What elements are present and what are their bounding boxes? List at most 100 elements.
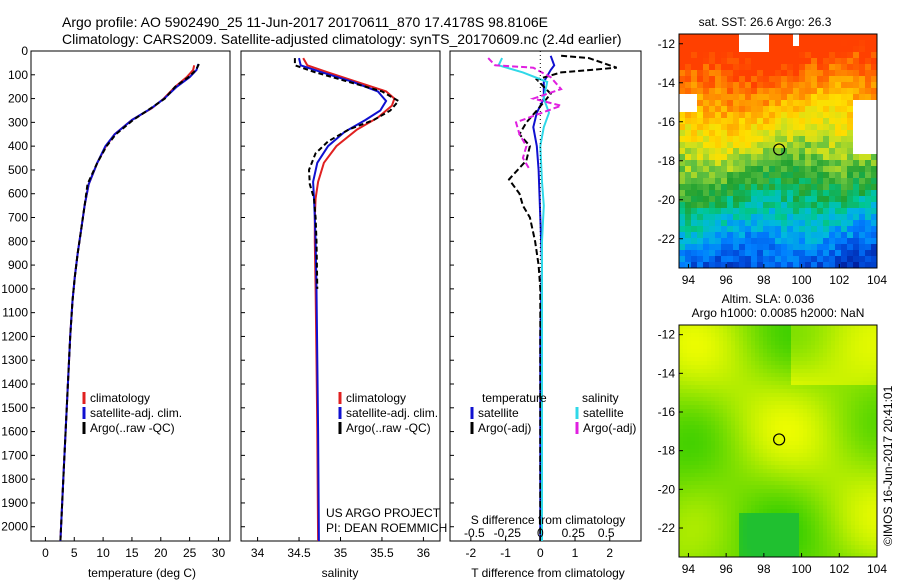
heatmap-cell <box>835 517 839 521</box>
heatmap-cell <box>859 469 863 473</box>
heatmap-cell <box>871 413 875 417</box>
heatmap-cell <box>867 473 871 477</box>
heatmap-cell <box>751 429 755 433</box>
heatmap-cell <box>807 413 811 417</box>
heatmap-cell <box>865 214 871 220</box>
heatmap-cell <box>811 250 817 256</box>
heatmap-cell <box>795 509 799 513</box>
heatmap-cell <box>759 357 763 361</box>
heatmap-cell <box>799 106 805 112</box>
heatmap-cell <box>743 457 747 461</box>
heatmap-cell <box>815 425 819 429</box>
heatmap-cell <box>751 220 757 226</box>
heatmap-cell <box>839 481 843 485</box>
heatmap-cell <box>791 365 795 369</box>
heatmap-cell <box>803 333 807 337</box>
heatmap-cell <box>795 365 799 369</box>
heatmap-cell <box>715 341 719 345</box>
heatmap-cell <box>699 393 703 397</box>
heatmap-cell <box>715 525 719 529</box>
heatmap-cell <box>771 409 775 413</box>
heatmap-cell <box>859 172 865 178</box>
heatmap-cell <box>733 82 739 88</box>
heatmap-cell <box>727 513 731 517</box>
heatmap-cell <box>683 369 687 373</box>
heatmap-cell <box>723 425 727 429</box>
heatmap-cell <box>731 329 735 333</box>
heatmap-cell <box>853 94 859 100</box>
heatmap-cell <box>687 345 691 349</box>
heatmap-cell <box>707 337 711 341</box>
heatmap-cell <box>863 521 867 525</box>
heatmap-cell <box>855 421 859 425</box>
heatmap-cell <box>735 541 739 545</box>
heatmap-cell <box>699 501 703 505</box>
heatmap-cell <box>829 190 835 196</box>
heatmap-cell <box>691 142 697 148</box>
heatmap-cell <box>751 521 755 525</box>
heatmap-cell <box>819 425 823 429</box>
heatmap-cell <box>711 481 715 485</box>
heatmap-cell <box>707 493 711 497</box>
heatmap-cell <box>875 481 877 485</box>
heatmap-cell <box>679 529 683 533</box>
heatmap-cell <box>739 409 743 413</box>
heatmap-cell <box>751 525 755 529</box>
heatmap-cell <box>755 345 759 349</box>
heatmap-cell <box>739 373 743 377</box>
heatmap-cell <box>851 501 855 505</box>
heatmap-cell <box>697 88 703 94</box>
heatmap-cell <box>867 349 871 353</box>
heatmap-cell <box>827 393 831 397</box>
heatmap-cell <box>783 405 787 409</box>
heatmap-cell <box>787 52 793 58</box>
heatmap-cell <box>859 489 863 493</box>
heatmap-cell <box>739 329 743 333</box>
heatmap-cell <box>771 369 775 373</box>
heatmap-cell <box>851 397 855 401</box>
heatmap-cell <box>755 525 759 529</box>
heatmap-cell <box>769 142 775 148</box>
heatmap-cell <box>871 501 875 505</box>
heatmap-cell <box>727 373 731 377</box>
heatmap-cell <box>739 52 745 58</box>
heatmap-cell <box>811 244 817 250</box>
heatmap-cell <box>817 52 823 58</box>
heatmap-cell <box>715 142 721 148</box>
heatmap-cell <box>805 250 811 256</box>
heatmap-cell <box>687 469 691 473</box>
heatmap-cell <box>811 262 817 268</box>
heatmap-cell <box>739 112 745 118</box>
heatmap-cell <box>811 497 815 501</box>
heatmap-cell <box>735 389 739 393</box>
heatmap-cell <box>739 244 745 250</box>
heatmap-cell <box>747 345 751 349</box>
heatmap-cell <box>775 537 779 541</box>
heatmap-cell <box>855 413 859 417</box>
heatmap-cell <box>775 365 779 369</box>
heatmap-cell <box>683 525 687 529</box>
heatmap-cell <box>815 537 819 541</box>
heatmap-cell <box>679 533 683 537</box>
heatmap-cell <box>865 52 871 58</box>
heatmap-cell <box>805 148 811 154</box>
heatmap-cell <box>793 160 799 166</box>
heatmap-cell <box>791 445 795 449</box>
heatmap-cell <box>759 541 763 545</box>
heatmap-cell <box>715 166 721 172</box>
heatmap-cell <box>751 76 757 82</box>
heatmap-cell <box>795 425 799 429</box>
heatmap-cell <box>859 64 865 70</box>
heatmap-cell <box>805 64 811 70</box>
heatmap-cell <box>751 369 755 373</box>
heatmap-cell <box>779 541 783 545</box>
heatmap-cell <box>711 337 715 341</box>
heatmap-cell <box>755 365 759 369</box>
heatmap-cell <box>805 142 811 148</box>
heatmap-cell <box>867 337 871 341</box>
heatmap-cell <box>715 136 721 142</box>
heatmap-cell <box>691 513 695 517</box>
heatmap-cell <box>783 341 787 345</box>
heatmap-cell <box>831 489 835 493</box>
series-line-satellite-adj-clim- <box>59 63 200 542</box>
